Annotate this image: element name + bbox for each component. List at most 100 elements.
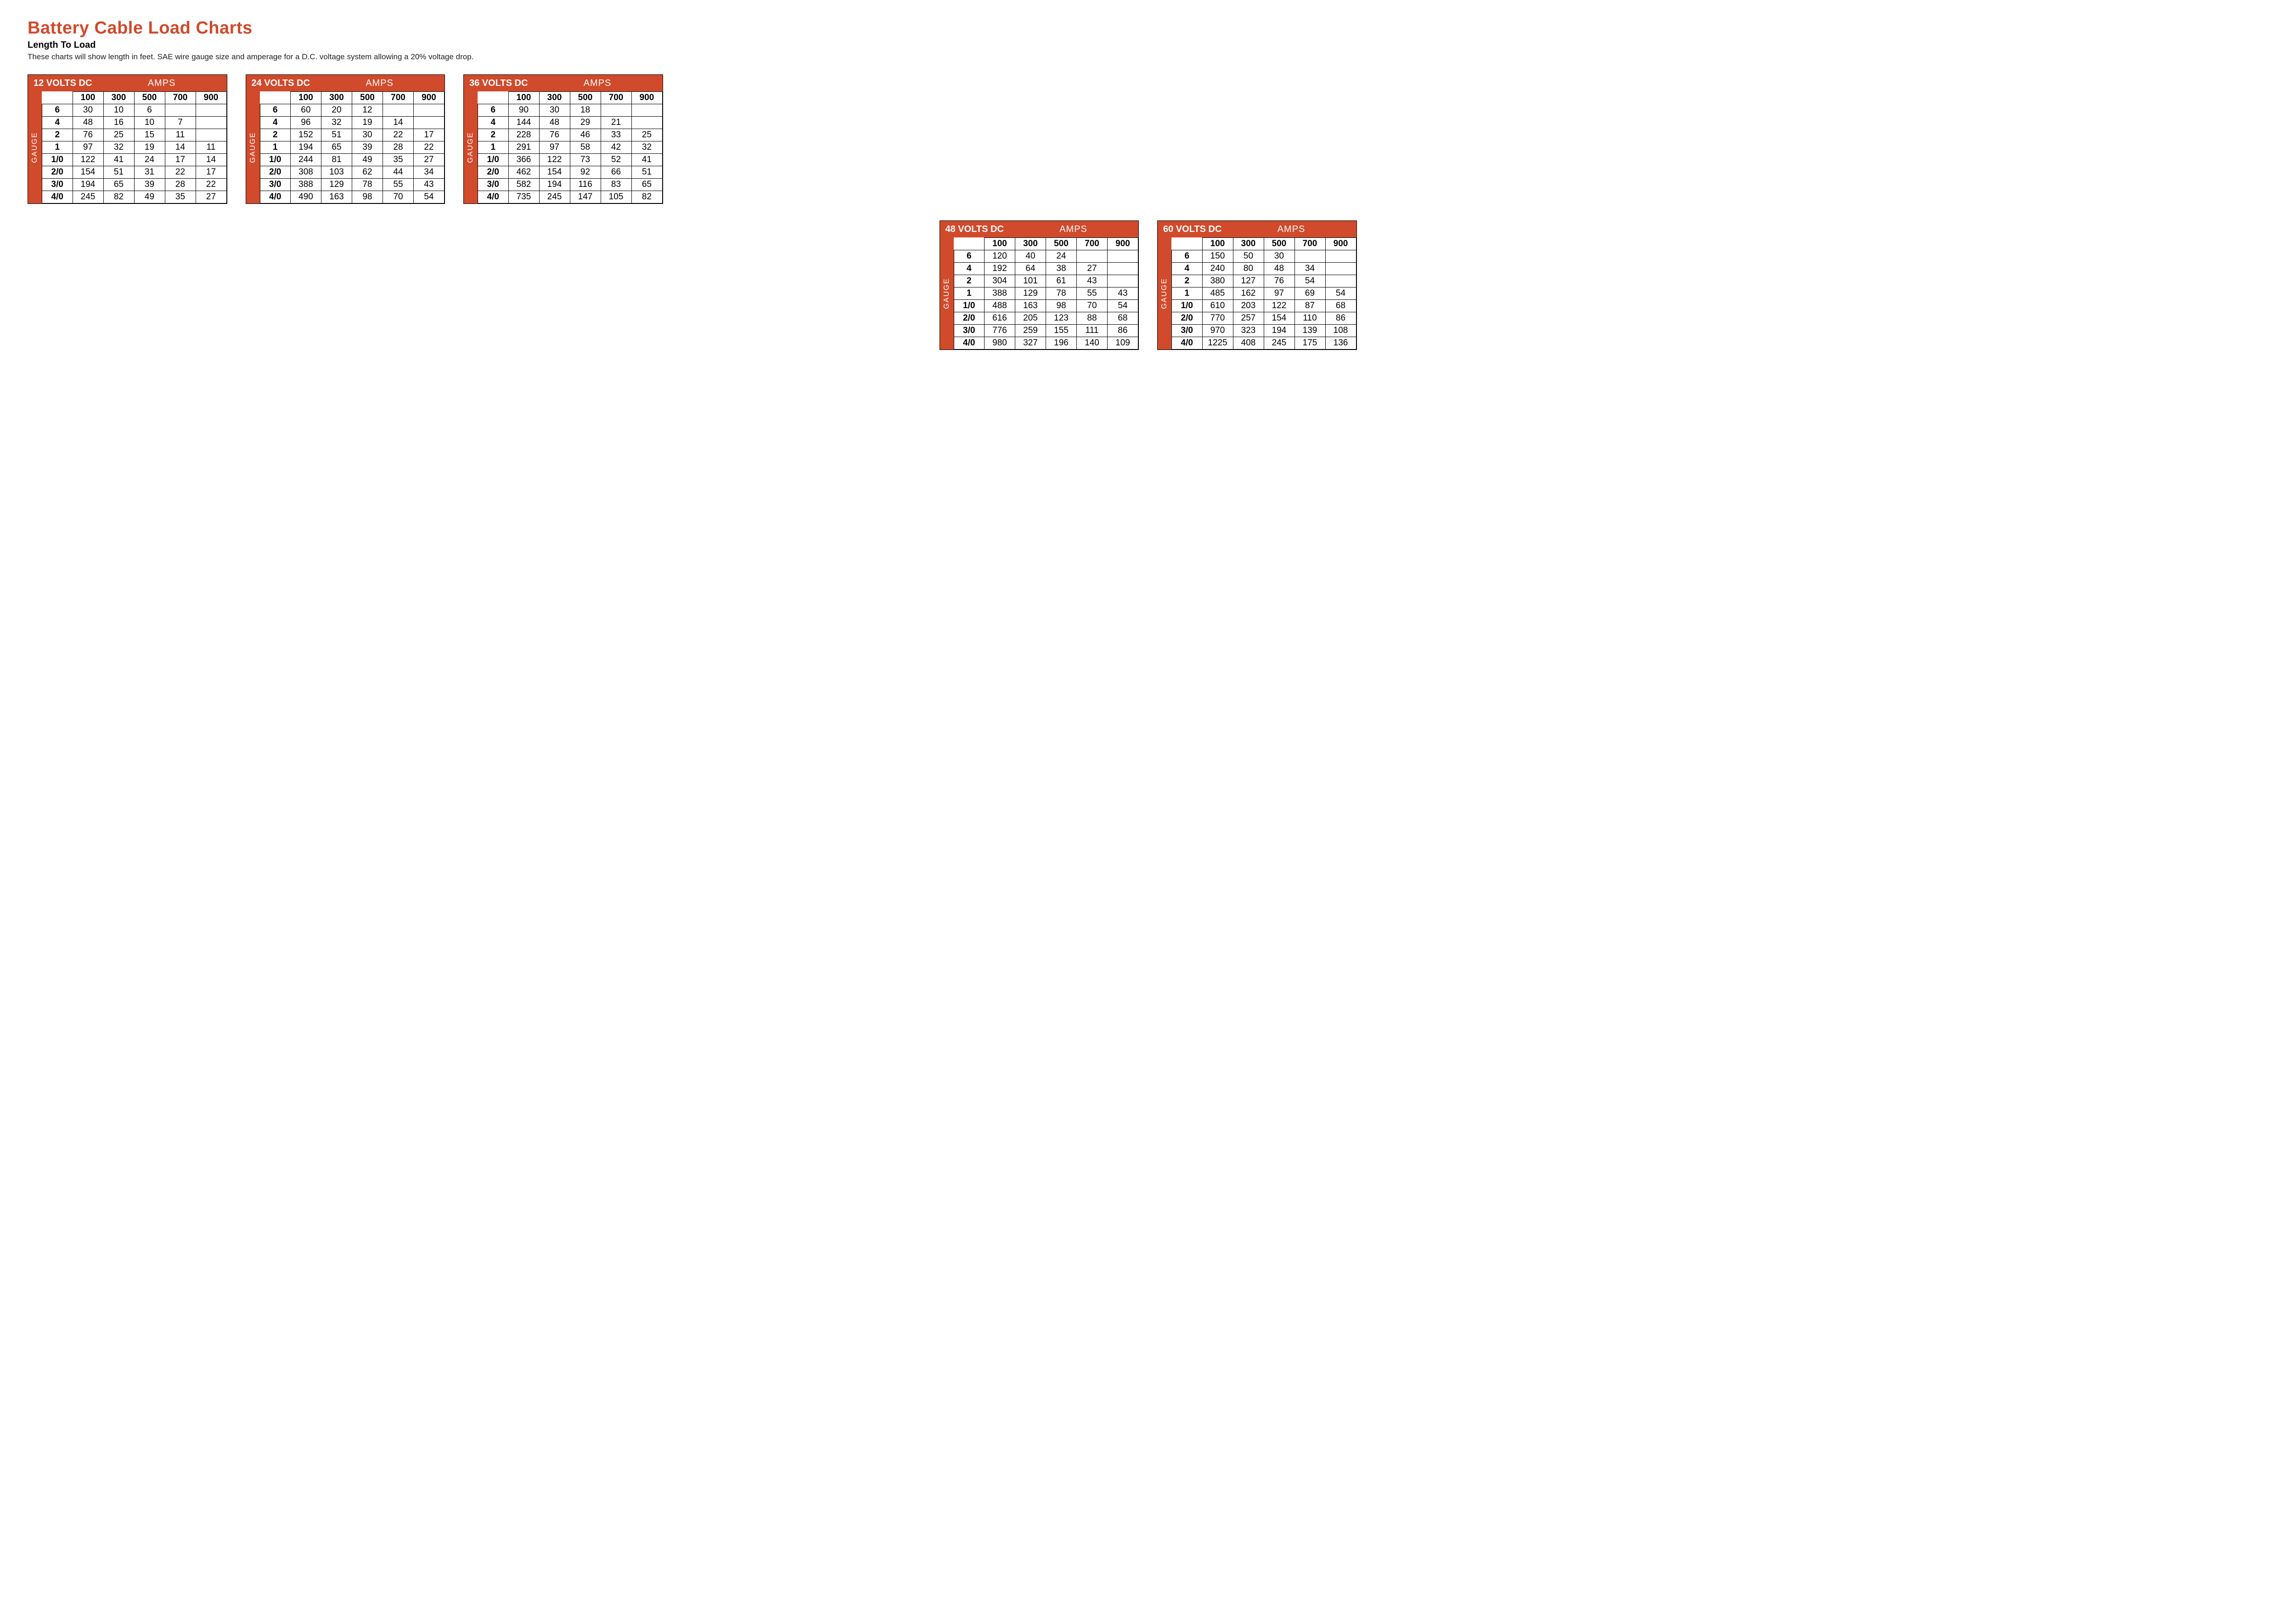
table-row: 4/0490163987054 [260,191,445,203]
volts-label: 36 VOLTS DC [469,78,528,89]
table-row: 3/077625915511186 [954,325,1138,337]
value-cell: 34 [1294,263,1325,275]
value-cell: 610 [1202,300,1233,312]
value-cell: 244 [291,154,321,166]
amps-column-header: 100 [985,238,1015,250]
gauge-cell: 6 [42,104,73,117]
value-cell: 86 [1325,312,1356,325]
gauge-cell: 2 [1172,275,1203,288]
value-cell [196,104,226,117]
table-row: 1485162976954 [1172,288,1356,300]
table-row: 1/06102031228768 [1172,300,1356,312]
value-cell: 408 [1233,337,1264,350]
value-cell: 17 [414,129,445,141]
gauge-cell: 4 [1172,263,1203,275]
value-cell: 259 [1015,325,1046,337]
chart-header: 36 VOLTS DCAMPS [464,75,663,91]
value-cell: 51 [631,166,662,179]
table-row: 3/05821941168365 [478,179,663,191]
value-cell: 51 [321,129,352,141]
value-cell: 304 [985,275,1015,288]
value-cell: 196 [1046,337,1077,350]
gauge-cell: 4/0 [478,191,509,203]
value-cell: 144 [508,117,539,129]
value-cell: 70 [1077,300,1108,312]
load-chart: 24 VOLTS DCAMPSGAUGE10030050070090066020… [246,74,445,204]
value-cell: 162 [1233,288,1264,300]
value-cell: 61 [1046,275,1077,288]
value-cell: 147 [570,191,601,203]
value-cell: 78 [352,179,383,191]
gauge-cell: 4 [42,117,73,129]
value-cell: 27 [414,154,445,166]
gauge-cell: 2 [260,129,291,141]
value-cell: 770 [1202,312,1233,325]
gauge-cell: 2 [954,275,985,288]
table-row: 3/019465392822 [42,179,227,191]
value-cell: 65 [631,179,662,191]
table-header-row: 100300500700900 [1172,238,1356,250]
gauge-cell: 6 [1172,250,1203,263]
value-cell: 116 [570,179,601,191]
value-cell: 154 [73,166,103,179]
amps-column-header: 900 [631,92,662,104]
amps-column-header: 300 [321,92,352,104]
value-cell: 14 [383,117,414,129]
value-cell: 49 [352,154,383,166]
value-cell: 35 [383,154,414,166]
value-cell: 192 [985,263,1015,275]
gauge-cell: 1/0 [1172,300,1203,312]
value-cell: 17 [165,154,196,166]
value-cell: 82 [631,191,662,203]
value-cell: 14 [196,154,226,166]
amps-column-header: 500 [1264,238,1294,250]
value-cell: 76 [73,129,103,141]
value-cell: 194 [73,179,103,191]
table-row: 2/077025715411086 [1172,312,1356,325]
blank-corner [478,92,509,104]
gauge-side-label: GAUGE [246,91,260,203]
value-cell: 323 [1233,325,1264,337]
gauge-cell: 1/0 [260,154,291,166]
value-cell: 62 [352,166,383,179]
chart-header: 60 VOLTS DCAMPS [1158,221,1356,237]
value-cell: 41 [631,154,662,166]
value-cell: 32 [631,141,662,154]
table-row: 6602012 [260,104,445,117]
value-cell [1325,275,1356,288]
value-cell: 245 [73,191,103,203]
charts-container: 12 VOLTS DCAMPSGAUGE10030050070090063010… [28,74,2268,350]
value-cell: 32 [103,141,134,154]
value-cell [196,129,226,141]
amps-column-header: 900 [1108,238,1138,250]
table-row: 129197584232 [478,141,663,154]
value-cell: 19 [352,117,383,129]
value-cell: 22 [165,166,196,179]
value-cell: 43 [1077,275,1108,288]
table-row: 6903018 [478,104,663,117]
table-row: 1/0488163987054 [954,300,1138,312]
value-cell: 16 [103,117,134,129]
value-cell: 490 [291,191,321,203]
value-cell: 7 [165,117,196,129]
table-row: 4240804834 [1172,263,1356,275]
gauge-side-label: GAUGE [28,91,42,203]
value-cell: 20 [321,104,352,117]
value-cell: 366 [508,154,539,166]
table-row: 2/06162051238868 [954,312,1138,325]
table-row: 496321914 [260,117,445,129]
value-cell: 101 [1015,275,1046,288]
gauge-cell: 1 [42,141,73,154]
load-chart: 60 VOLTS DCAMPSGAUGE10030050070090061505… [1157,220,1357,350]
value-cell: 6 [134,104,165,117]
value-cell: 22 [383,129,414,141]
value-cell: 88 [1077,312,1108,325]
table-row: 222876463325 [478,129,663,141]
value-cell: 120 [985,250,1015,263]
value-cell: 205 [1015,312,1046,325]
value-cell: 21 [601,117,631,129]
gauge-side-label: GAUGE [1158,237,1171,350]
table-row: 19732191411 [42,141,227,154]
value-cell: 776 [985,325,1015,337]
value-cell: 980 [985,337,1015,350]
